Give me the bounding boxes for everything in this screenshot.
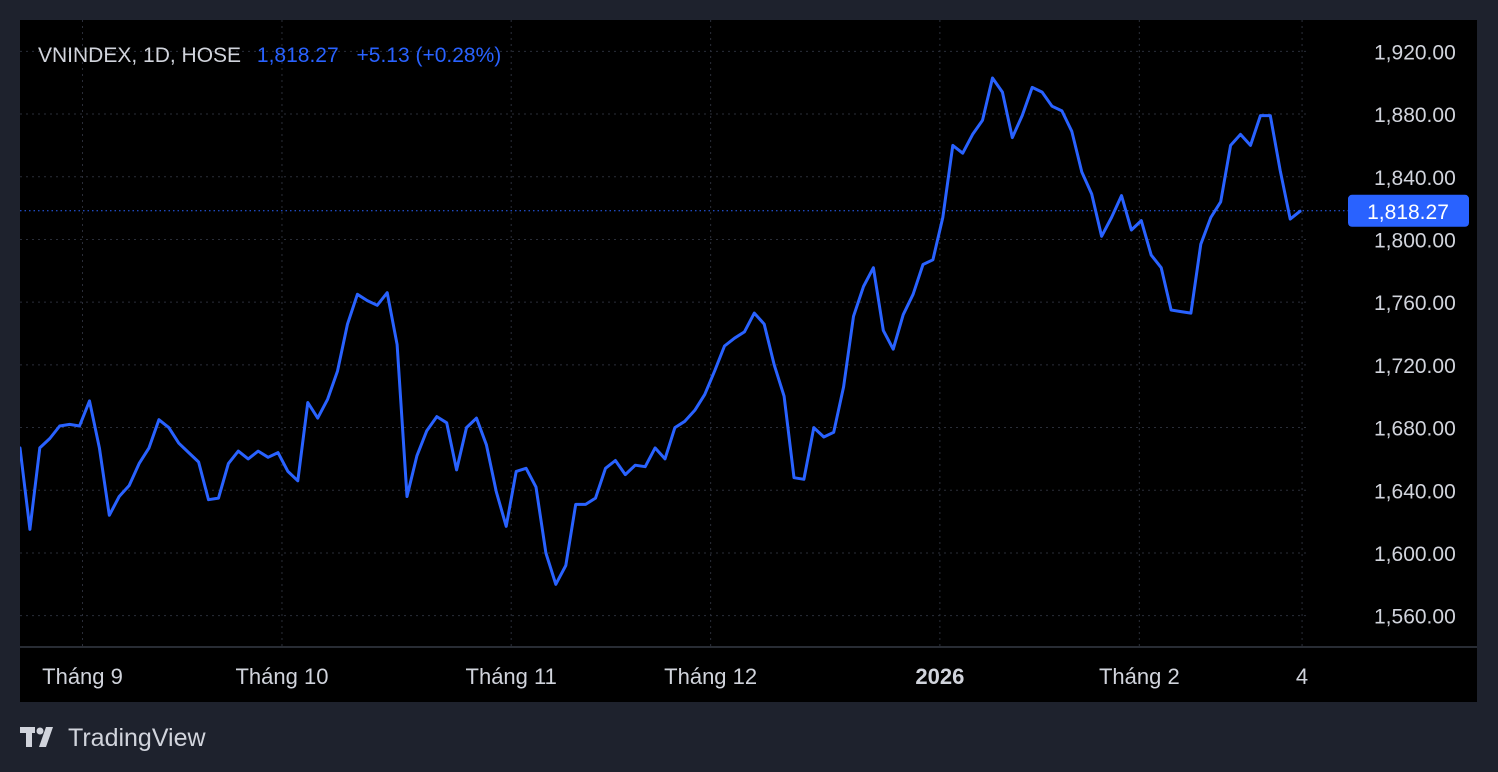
y-tick-label: 1,920.00 [1374,41,1456,64]
x-tick-label: Tháng 10 [235,664,328,689]
labels: 1,818.27 [20,194,1469,227]
last-price-value: 1,818.27 [256,44,339,67]
brand-name: TradingView [68,723,206,752]
x-tick-label: Tháng 12 [664,664,757,689]
price-change-value: +5.13 (+0.28%) [356,44,502,67]
y-tick-label: 1,800.00 [1374,229,1456,252]
legend-header: VNINDEX, 1D, HOSE 1,818.27 +5.13 (+0.28%… [38,44,501,68]
y-tick-label: 1,840.00 [1374,167,1456,190]
y-tick-label: 1,760.00 [1374,292,1456,315]
y-tick-label: 1,680.00 [1374,418,1456,441]
y-tick-label: 1,640.00 [1374,480,1456,503]
axes: 1,560.00 1,600.00 1,640.00 1,680.00 1,720.00… [20,41,1477,689]
y-tick-label: 1,720.00 [1374,355,1456,378]
x-tick-label: 2026 [915,664,964,689]
tradingview-logo-icon [20,727,53,747]
series [20,76,1302,586]
last-price-badge-label: 1,818.27 [1367,201,1449,224]
price-chart[interactable]: 1,560.00 1,600.00 1,640.00 1,680.00 1,720.00… [20,20,1477,702]
symbol-label[interactable]: VNINDEX, 1D, HOSE [38,44,242,67]
brand-logo[interactable]: TradingView [20,722,206,754]
last-price-badge [1348,194,1469,227]
chart-panel[interactable]: 1,560.00 1,600.00 1,640.00 1,680.00 1,720.00… [20,20,1477,702]
grid [20,20,1310,647]
x-tick-label: Tháng 9 [42,664,123,689]
series-line-vnindex [20,76,1302,586]
x-tick-label: 4 [1296,664,1308,689]
x-tick-label: Tháng 2 [1099,664,1180,689]
y-tick-label: 1,600.00 [1374,543,1456,566]
y-tick-label: 1,560.00 [1374,606,1456,629]
y-tick-label: 1,880.00 [1374,104,1456,127]
x-tick-label: Tháng 11 [466,664,557,689]
